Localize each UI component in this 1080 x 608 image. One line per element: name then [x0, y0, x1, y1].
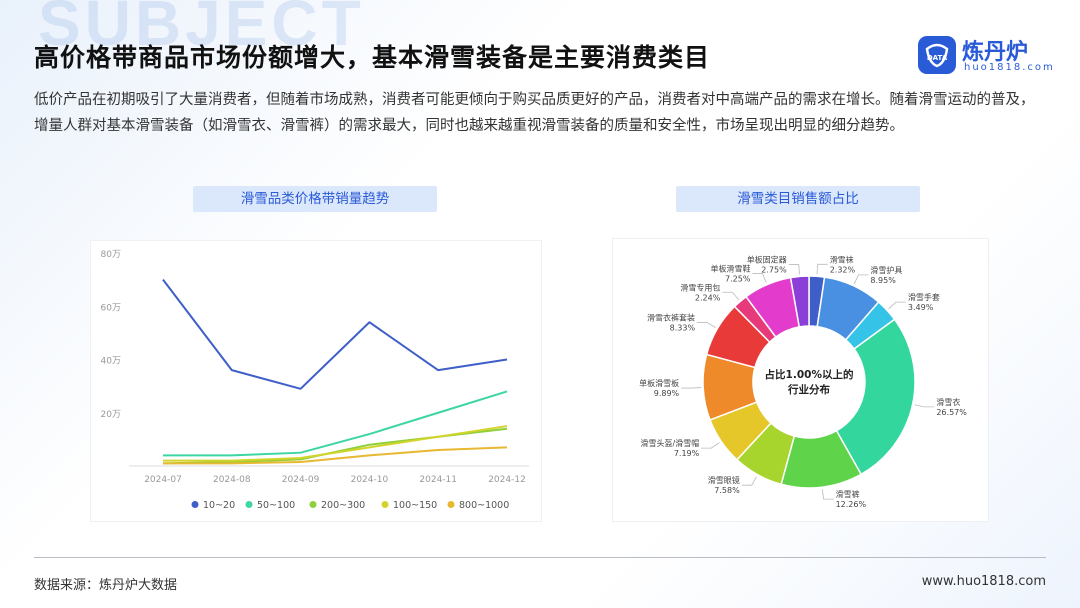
slice-label: 滑雪袜	[830, 254, 854, 264]
slice-leader-line	[722, 291, 740, 301]
slice-label: 滑雪裤	[836, 489, 860, 499]
page-title: 高价格带商品市场份额增大，基本滑雪装备是主要消费类目	[34, 43, 711, 72]
pie-chart-title: 滑雪类目销售额占比	[676, 186, 920, 212]
data-source: 数据来源：炼丹炉大数据	[34, 578, 178, 593]
y-tick-label: 80万	[101, 250, 121, 260]
footer-url[interactable]: www.huo1818.com	[921, 574, 1046, 589]
x-tick-label: 2024-08	[213, 475, 251, 485]
x-tick-label: 2024-12	[488, 475, 526, 485]
description-paragraph: 低价产品在初期吸引了大量消费者，但随着市场成熟，消费者可能更倾向于购买品质更好的…	[34, 92, 1035, 134]
series-line-1	[163, 390, 508, 457]
slice-percent: 2.24%	[695, 293, 721, 302]
donut-slice-11	[789, 275, 810, 328]
slice-percent: 7.19%	[674, 449, 700, 458]
slice-leader-line	[788, 264, 800, 275]
slice-label: 滑雪头盔/滑雪帽	[641, 438, 700, 448]
slice-label: 单板滑雪鞋	[710, 264, 750, 274]
slice-percent: 12.26%	[836, 500, 867, 509]
series-line-4	[163, 446, 508, 465]
slice-label: 滑雪衣裤套装	[647, 313, 695, 323]
background-watermark-word: SUBJECT	[38, 0, 365, 59]
line-chart-title: 滑雪品类价格带销量趋势	[193, 186, 437, 212]
legend-marker	[309, 501, 317, 508]
slice-leader-line	[741, 476, 757, 486]
slice-percent: 2.32%	[830, 265, 856, 274]
donut-slice-3	[835, 318, 916, 476]
slice-label: 单板滑雪板	[639, 378, 679, 388]
slice-percent: 2.75%	[761, 265, 787, 274]
y-tick-label: 60万	[101, 303, 121, 313]
donut-chart-panel: 滑雪袜 2.32% 滑雪护具 8.95% 滑雪手套 3.49% 滑雪衣 26.57% 滑雪裤 12…	[612, 238, 989, 522]
brand-name: 炼丹炉	[962, 40, 1029, 65]
series-line-0	[162, 279, 508, 390]
legend-label: 50~100	[257, 500, 295, 511]
x-tick-label: 2024-11	[419, 475, 457, 485]
y-tick-label: 40万	[101, 357, 121, 367]
legend-marker	[191, 501, 199, 508]
slice-percent: 8.33%	[670, 324, 696, 333]
slice-label: 滑雪专用包	[680, 282, 720, 292]
slice-percent: 26.57%	[936, 408, 967, 417]
series-line-3	[163, 425, 508, 462]
slice-percent: 7.25%	[725, 275, 751, 284]
slice-percent: 9.89%	[654, 389, 680, 398]
slice-label: 单板固定器	[747, 254, 787, 264]
line-chart-panel: 20万 40万 60万 80万 2024-07 2024-08 2024-09 2024-10…	[90, 240, 542, 522]
brand-logo: DATA 炼丹炉 huo1818.com	[918, 34, 1058, 78]
legend-marker	[381, 501, 389, 508]
slice-leader-line	[752, 273, 767, 283]
footer-divider	[34, 557, 1046, 558]
legend-label: 100~150	[393, 500, 437, 511]
donut-center-text: 行业分布	[787, 383, 830, 396]
slice-leader-line	[914, 404, 935, 408]
slice-leader-line	[701, 442, 720, 449]
brand-url: huo1818.com	[964, 62, 1055, 73]
legend-label: 10~20	[203, 500, 235, 511]
slice-leader-line	[697, 322, 716, 328]
slice-percent: 8.95%	[870, 276, 896, 285]
slice-leader-line	[821, 489, 834, 500]
legend-marker	[447, 501, 455, 508]
slice-label: 滑雪护具	[870, 265, 902, 275]
line-chart: 20万 40万 60万 80万 2024-07 2024-08 2024-09 2024-10…	[101, 250, 529, 511]
x-tick-label: 2024-07	[144, 475, 182, 485]
x-tick-label: 2024-09	[282, 475, 320, 485]
donut-center-text: 占比1.00%以上的	[765, 368, 854, 381]
slice-label: 滑雪手套	[908, 292, 940, 302]
legend-label: 800~1000	[459, 500, 509, 511]
slice-leader-line	[681, 387, 702, 389]
slice-label: 滑雪眼镜	[708, 475, 740, 485]
y-tick-label: 20万	[101, 410, 121, 420]
slice-percent: 3.49%	[908, 303, 934, 312]
slice-label: 滑雪衣	[936, 397, 960, 407]
x-tick-label: 2024-10	[351, 475, 389, 485]
slice-leader-line	[853, 274, 869, 285]
brand-logo-icon: DATA	[918, 36, 956, 74]
legend-label: 200~300	[321, 500, 365, 511]
slice-percent: 7.58%	[714, 486, 740, 495]
slice-leader-line	[816, 263, 828, 275]
brand-badge: DATA	[927, 54, 948, 62]
legend-marker	[245, 501, 253, 508]
slice-leader-line	[888, 301, 906, 310]
